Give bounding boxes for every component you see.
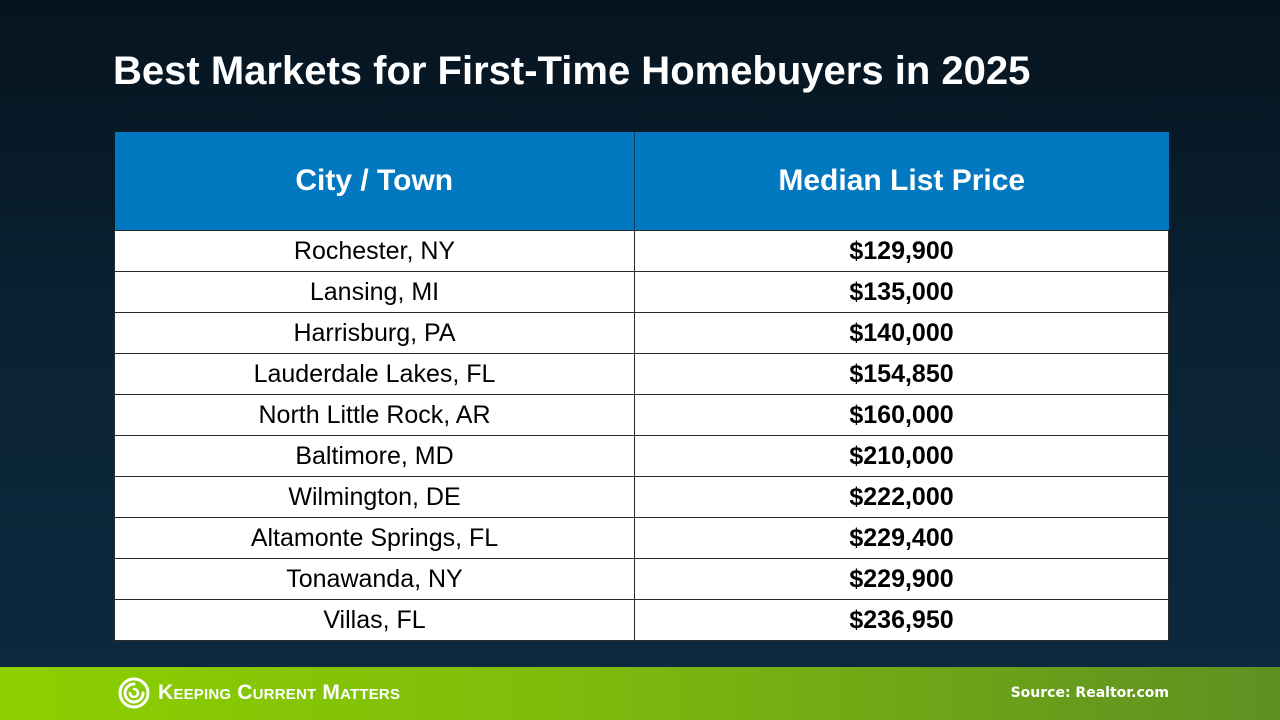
footer-bar: Keeping Current Matters Source: Realtor.… xyxy=(0,667,1280,720)
table-row: North Little Rock, AR $160,000 xyxy=(114,394,1169,436)
table-header-row: City / Town Median List Price xyxy=(114,132,1169,231)
price-cell: $135,000 xyxy=(634,271,1169,313)
price-cell: $236,950 xyxy=(634,599,1169,641)
price-cell: $229,400 xyxy=(634,517,1169,559)
city-cell: Baltimore, MD xyxy=(114,435,635,477)
kcm-swirl-logo-icon xyxy=(118,677,150,709)
source-text: Source: Realtor.com xyxy=(1010,685,1169,701)
city-cell: Harrisburg, PA xyxy=(114,312,635,354)
column-header-price: Median List Price xyxy=(634,132,1169,231)
table-row: Tonawanda, NY $229,900 xyxy=(114,558,1169,600)
page-title: Best Markets for First-Time Homebuyers i… xyxy=(113,49,1031,93)
table-row: Harrisburg, PA $140,000 xyxy=(114,312,1169,354)
logo-text: Keeping Current Matters xyxy=(158,681,401,704)
price-cell: $154,850 xyxy=(634,353,1169,395)
column-header-city: City / Town xyxy=(114,132,635,231)
price-cell: $222,000 xyxy=(634,476,1169,518)
table-row: Altamonte Springs, FL $229,400 xyxy=(114,517,1169,559)
price-cell: $229,900 xyxy=(634,558,1169,600)
kcm-logo: Keeping Current Matters xyxy=(118,677,400,709)
table-row: Lauderdale Lakes, FL $154,850 xyxy=(114,353,1169,395)
price-cell: $129,900 xyxy=(634,230,1169,272)
table-row: Wilmington, DE $222,000 xyxy=(114,476,1169,518)
table-row: Villas, FL $236,950 xyxy=(114,599,1169,641)
city-cell: Villas, FL xyxy=(114,599,635,641)
city-cell: Rochester, NY xyxy=(114,230,635,272)
table-row: Lansing, MI $135,000 xyxy=(114,271,1169,313)
price-cell: $140,000 xyxy=(634,312,1169,354)
city-cell: North Little Rock, AR xyxy=(114,394,635,436)
price-cell: $210,000 xyxy=(634,435,1169,477)
city-cell: Wilmington, DE xyxy=(114,476,635,518)
city-cell: Tonawanda, NY xyxy=(114,558,635,600)
city-cell: Altamonte Springs, FL xyxy=(114,517,635,559)
city-cell: Lauderdale Lakes, FL xyxy=(114,353,635,395)
price-cell: $160,000 xyxy=(634,394,1169,436)
table-row: Baltimore, MD $210,000 xyxy=(114,435,1169,477)
markets-table: City / Town Median List Price Rochester,… xyxy=(114,132,1169,641)
city-cell: Lansing, MI xyxy=(114,271,635,313)
table-row: Rochester, NY $129,900 xyxy=(114,230,1169,272)
